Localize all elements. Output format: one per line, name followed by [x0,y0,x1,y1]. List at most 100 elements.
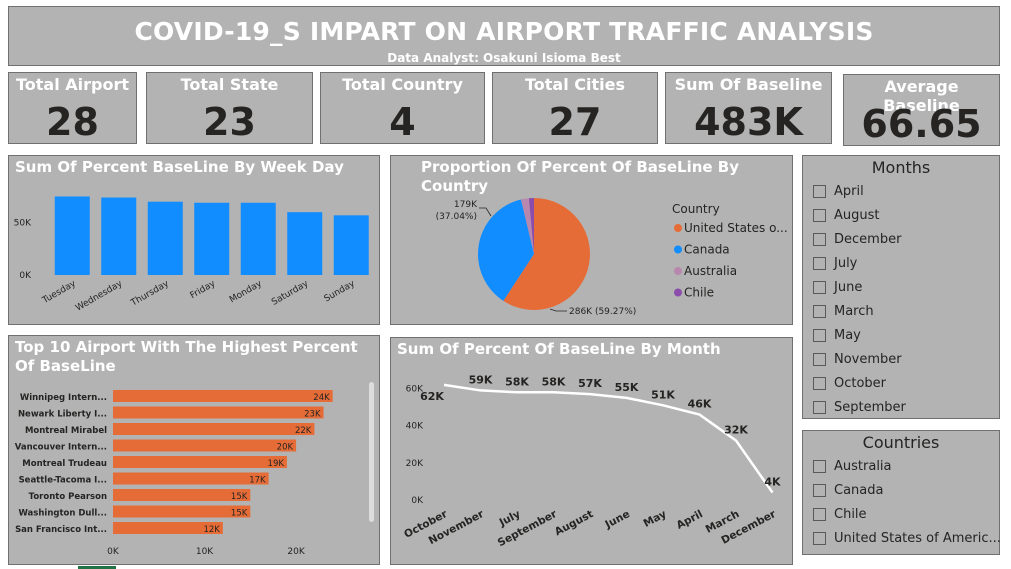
country-chart-panel[interactable]: Proportion Of Percent Of BaseLine By Cou… [390,155,793,325]
months-slicer-item[interactable]: August [813,205,880,225]
months-slicer-item-label: May [834,327,861,343]
checkbox-icon[interactable] [813,459,826,473]
months-slicer-item[interactable]: November [813,349,902,369]
weekday-chart-panel[interactable]: Sum Of Percent BaseLine By Week Day 0K 50… [8,155,380,325]
checkbox-icon[interactable] [813,208,826,222]
months-slicer-item[interactable]: July [813,253,857,273]
legend-marker-icon [674,245,682,254]
checkbox-icon[interactable] [813,184,826,198]
kpi-card-total-airport[interactable]: Total Airport 28 [8,72,137,144]
countries-slicer-item[interactable]: Australia [813,456,892,476]
pie-legend-item[interactable]: Australia [684,264,737,278]
pie-legend-item[interactable]: Chile [684,286,714,300]
checkbox-icon[interactable] [813,232,826,246]
checkbox-icon[interactable] [813,256,826,270]
airports-chart-title: Top 10 Airport With The Highest Percent … [15,338,358,375]
kpi-label: Total State [180,75,279,94]
kpi-value: 27 [548,100,602,144]
checkbox-icon[interactable] [813,531,826,545]
month-value-label: 46K [688,398,712,411]
checkbox-icon[interactable] [813,328,826,342]
checkbox-icon[interactable] [813,400,826,414]
months-slicer-title: Months [871,158,931,177]
month-value-label: 32K [724,424,748,437]
pie-slice[interactable] [503,198,590,310]
weekday-bar[interactable] [333,215,369,275]
months-slicer-item[interactable]: September [813,397,906,417]
airport-bar[interactable] [113,522,223,534]
airport-value-label: 15K [231,492,248,502]
airports-bar-chart[interactable]: Winnipeg Intern... 24K Newark Liberty I...… [9,386,371,564]
kpi-card-sum-of-baseline[interactable]: Sum Of Baseline 483K [665,72,832,144]
checkbox-icon[interactable] [813,304,826,318]
airport-value-label: 12K [203,525,220,535]
months-slicer-item-label: July [834,255,858,271]
x-tick-label: 20K [287,547,305,557]
kpi-card-total-country[interactable]: Total Country 4 [320,72,485,144]
months-slicer-item[interactable]: April [813,181,864,201]
y-tick-label: 0K [19,271,32,281]
airport-bar[interactable] [113,423,315,435]
airports-chart-panel[interactable]: Top 10 Airport With The Highest Percent … [8,335,380,565]
airport-bar[interactable] [113,390,333,402]
countries-slicer-item-label: Canada [834,482,884,498]
airport-bar[interactable] [113,472,269,485]
pie-slice[interactable] [521,198,534,254]
pie-legend-item[interactable]: Canada [684,243,730,257]
airport-bar[interactable] [113,439,297,452]
months-slicer-item[interactable]: May [813,325,861,345]
month-chart-panel[interactable]: Sum Of Percent Of BaseLine By Month 0K 20… [390,337,793,565]
weekday-bar[interactable] [287,212,323,275]
airport-label: Vancouver Intern... [15,443,107,453]
airport-bar[interactable] [113,456,287,468]
pie-slice[interactable] [478,199,534,301]
kpi-card-total-cities[interactable]: Total Cities 27 [492,72,658,144]
countries-slicer[interactable]: Countries Australia Canada Chile United Sta… [802,430,1001,555]
months-slicer[interactable]: Months April August December July June March M… [802,155,1000,419]
x-tick-label: Wednesday [74,279,125,314]
checkbox-icon[interactable] [813,352,826,366]
pie-label-canada-value: 179K [454,200,478,210]
x-tick-label: May [642,508,669,530]
checkbox-icon[interactable] [813,376,826,390]
month-line[interactable] [443,383,774,494]
months-slicer-item[interactable]: March [813,301,874,321]
header-panel: COVID-19_S IMPART ON AIRPORT TRAFFIC ANA… [8,6,1000,66]
airport-bar[interactable] [113,406,324,419]
weekday-bar[interactable] [54,196,90,275]
countries-slicer-item[interactable]: Chile [813,504,867,524]
country-pie-chart[interactable]: 286K (59.27%) 179K (37.04%) Country United S… [391,178,792,326]
airport-label: San Francisco Int... [15,525,107,535]
month-line-chart[interactable]: 0K20K40K60K62KOctober59KNovember58KJuly5… [391,360,792,566]
checkbox-icon[interactable] [813,280,826,294]
kpi-card-total-state[interactable]: Total State 23 [146,72,313,144]
checkbox-icon[interactable] [813,483,826,497]
months-slicer-item[interactable]: December [813,229,901,249]
pie-slice[interactable] [528,198,534,254]
x-tick-label: Saturday [270,279,311,308]
weekday-bar[interactable] [147,201,183,275]
pie-leader-line [479,207,492,217]
countries-slicer-item[interactable]: Canada [813,480,883,500]
months-slicer-item[interactable]: October [813,373,886,393]
airport-label: Seattle-Tacoma I... [19,476,107,486]
weekday-bar[interactable] [240,202,276,275]
checkbox-icon[interactable] [813,507,826,521]
airports-scrollbar[interactable] [369,382,374,522]
kpi-label: Total Airport [15,75,130,94]
pie-legend-item[interactable]: United States o... [684,221,788,235]
airport-bar[interactable] [113,489,251,501]
y-tick-label: 0K [411,496,424,506]
airport-bar[interactable] [113,505,251,518]
legend-marker-icon [674,224,682,232]
kpi-card-average-baseline[interactable]: Average Baseline 66.65 [843,74,1000,146]
weekday-bar[interactable] [101,197,137,275]
months-slicer-item[interactable]: June [813,277,862,297]
page-tab-indicator[interactable] [78,566,116,569]
kpi-value: 483K [694,100,803,144]
months-slicer-item-label: December [834,231,902,247]
x-tick-label: April [675,508,705,532]
countries-slicer-item[interactable]: United States of Americ... [813,528,1001,548]
weekday-bar[interactable] [194,202,230,275]
